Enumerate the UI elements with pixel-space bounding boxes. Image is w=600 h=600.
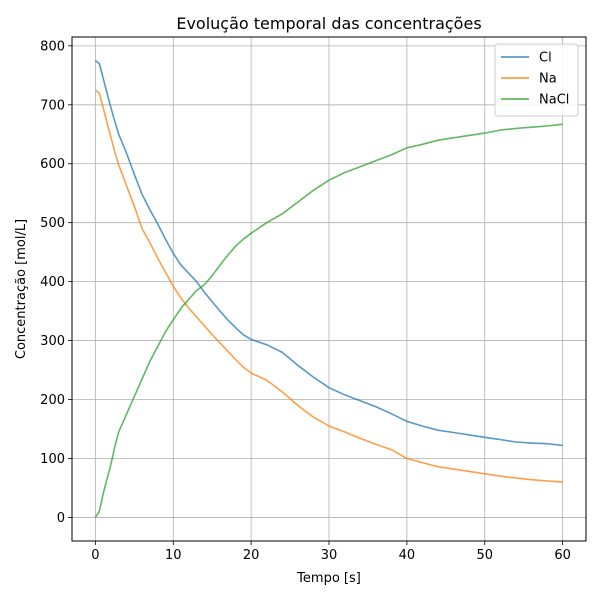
series-line-na: [94, 89, 563, 483]
y-axis-label: Concentração [mol/L]: [14, 219, 29, 359]
y-tick-label: 800: [40, 39, 65, 54]
y-tick-label: 100: [40, 452, 65, 467]
y-tick-label: 400: [40, 275, 65, 290]
y-tick-label: 0: [57, 511, 65, 526]
x-tick-label: 40: [399, 548, 416, 563]
x-tick-label: 30: [321, 548, 338, 563]
chart-title: Evolução temporal das concentrações: [176, 14, 481, 33]
x-tick-label: 10: [165, 548, 182, 563]
x-tick-label: 50: [476, 548, 493, 563]
series-layer: [94, 59, 563, 518]
y-tick-label: 300: [40, 334, 65, 349]
series-line-cl: [94, 59, 563, 447]
x-tick-label: 0: [91, 548, 99, 563]
y-tick-label: 700: [40, 98, 65, 113]
x-tick-label: 60: [554, 548, 571, 563]
x-axis-label: Tempo [s]: [296, 571, 361, 586]
y-tick-label: 600: [40, 157, 65, 172]
legend-box: [494, 43, 579, 117]
x-tick-label: 20: [243, 548, 260, 563]
legend: Cl Na NaCl: [494, 43, 579, 117]
legend-label-nacl: NaCl: [539, 93, 569, 108]
y-tick-label: 500: [40, 216, 65, 231]
series-line-nacl: [94, 123, 563, 518]
legend-label-na: Na: [539, 72, 557, 87]
grid: [72, 37, 586, 541]
y-tick-label: 200: [40, 393, 65, 408]
legend-label-cl: Cl: [539, 51, 552, 66]
